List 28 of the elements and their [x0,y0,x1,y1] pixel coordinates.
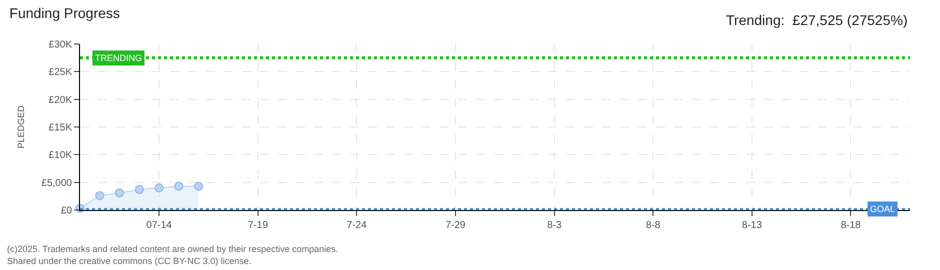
ref-line-label: TRENDING [95,53,142,63]
x-tick-label: 07-14 [146,220,172,231]
point [115,188,124,198]
chart-title: Funding Progress [9,4,120,21]
point [174,182,184,191]
y-tick-label: £0 [60,206,72,216]
y-tick-label: £20K [48,94,72,106]
y-tick-label: £5,000 [41,178,72,189]
y-tick-label: £15K [48,122,72,134]
y-tick-label: £30K [48,40,72,50]
text: (c)2025. Trademarks and related content are owned by their respective companies. [7,244,338,254]
point [95,191,104,200]
x-tick-label: 7-19 [248,220,268,231]
text: Shared under the creative commons (CC BY-NC 3.0) license. [7,256,252,266]
x-tick-label: 8-8 [646,220,661,231]
x-tick-label: 8-13 [742,220,762,231]
point [194,182,204,191]
x-tick-label: 8-18 [840,220,862,231]
y-tick-label: £25K [48,67,72,78]
point [134,185,144,194]
x-tick-label: 7-29 [445,220,466,231]
y-axis-title: PLEDGED [16,104,26,149]
x-tick-label: 8-3 [547,220,562,231]
text: Trending: £27,525 (27525%) [726,12,908,28]
ref-line-label: GOAL [870,204,896,214]
y-tick-label: £10K [48,150,72,162]
point [154,183,164,192]
x-tick-label: 7-24 [346,220,368,231]
